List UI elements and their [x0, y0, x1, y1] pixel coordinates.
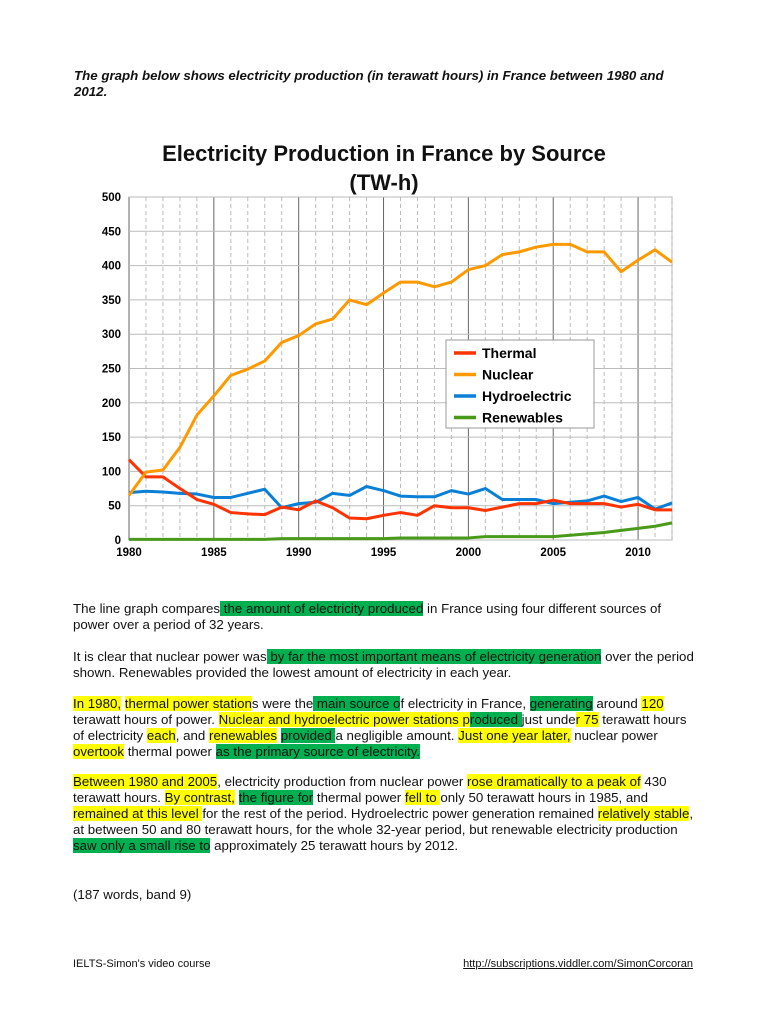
chart-title: Electricity Production in France by Sour… [162, 141, 606, 166]
highlighted-phrase: provided [280, 728, 336, 743]
highlighted-phrase: roduced [469, 712, 522, 727]
highlighted-phrase: Nuclear and hydroelectric power stations… [218, 712, 470, 727]
series-line-renewables [129, 521, 673, 541]
x-tick-label: 1990 [286, 547, 312, 559]
highlighted-phrase: as the primary source of electricity. [215, 744, 421, 759]
y-tick-label: 400 [102, 261, 121, 273]
highlighted-phrase: each [146, 728, 176, 743]
highlighted-phrase: overtook [73, 744, 124, 759]
highlighted-phrase: the amount of electricity produced [220, 601, 424, 616]
text-segment: in France using four different sources o… [73, 601, 662, 632]
highlighted-phrase: In 1980, [73, 696, 122, 711]
highlighted-phrase: remained at this level [73, 806, 203, 821]
legend-label: Hydroelectric [482, 388, 572, 404]
text-segment: terawatt hours of electricity [73, 712, 687, 743]
y-tick-label: 450 [102, 226, 121, 238]
text-segment: 430 terawatt hours. [73, 774, 667, 805]
footer-course: IELTS-Simon's video course [73, 958, 211, 970]
x-tick-label: 1980 [116, 547, 142, 559]
highlighted-phrase: Between 1980 and 2005 [73, 774, 218, 789]
paragraph-details-1: In 1980, thermal power stations were the… [73, 696, 698, 760]
text-segment: terawatt hours of power. [73, 712, 219, 727]
text-segment: around [592, 696, 642, 711]
paragraph-intro: The line graph compares the amount of el… [73, 601, 698, 633]
series-line-thermal [127, 458, 672, 521]
highlighted-phrase: thermal power station [124, 696, 252, 711]
y-tick-label: 300 [102, 329, 121, 341]
x-tick-label: 2000 [456, 547, 482, 559]
text-segment: , electricity production from nuclear po… [217, 774, 467, 789]
legend-label: Renewables [482, 410, 563, 426]
highlighted-phrase: generating [529, 696, 593, 711]
highlighted-phrase: Just one year later, [458, 728, 571, 743]
highlighted-phrase: relatively stable [597, 806, 690, 821]
series-line-nuclear [127, 242, 673, 497]
text-segment: s were the [251, 696, 314, 711]
legend-label: Nuclear [482, 367, 534, 383]
y-tick-label: 500 [102, 192, 121, 204]
task-prompt: The graph below shows electricity produc… [74, 68, 664, 99]
y-tick-label: 250 [102, 364, 121, 376]
text-segment: (187 words, band 9) [73, 887, 192, 902]
y-tick-label: 0 [115, 535, 121, 547]
highlighted-phrase: saw only a small rise to [73, 838, 211, 853]
y-tick-label: 350 [102, 295, 121, 307]
highlighted-phrase: 120 [641, 696, 664, 711]
highlighted-phrase: by far the most important means of elect… [266, 649, 602, 664]
text-segment: It is clear that nuclear power was [73, 649, 267, 664]
line-chart: 0 50 100 150 200 250 300 350 400 450 500 1980 1985 19… [102, 192, 673, 559]
text-segment: , and [175, 728, 210, 743]
x-tick-label: 2010 [625, 547, 651, 559]
word-count-note: (187 words, band 9) [73, 887, 698, 903]
paragraph-details-2: Between 1980 and 2005, electricity produ… [73, 774, 698, 854]
y-tick-label: 100 [102, 466, 121, 478]
text-segment: approximately 25 terawatt hours by 2012. [210, 838, 459, 853]
highlighted-phrase: main source o [313, 696, 401, 711]
y-tick-label: 50 [108, 501, 121, 513]
highlighted-phrase: the figure for [238, 790, 314, 805]
x-tick-label: 1985 [201, 547, 227, 559]
y-tick-label: 150 [102, 432, 121, 444]
text-segment: just unde [521, 712, 576, 727]
y-tick-label: 200 [102, 398, 121, 410]
highlighted-phrase: renewables [209, 728, 278, 743]
highlighted-phrase: r 75 [575, 712, 599, 727]
highlighted-phrase: rose dramatically to a peak of [466, 774, 641, 789]
text-segment: thermal power [313, 790, 405, 805]
footer-link[interactable]: http://subscriptions.viddler.com/SimonCo… [463, 958, 693, 970]
text-segment: thermal power [124, 744, 216, 759]
text-segment: over the period shown. Renewables provid… [73, 649, 694, 680]
text-segment: f electricity in France, [400, 696, 530, 711]
legend-label: Thermal [482, 345, 536, 361]
text-segment: , at between 50 and 80 terawatt hours, f… [73, 806, 694, 837]
text-segment: for the rest of the period. Hydroelectri… [202, 806, 598, 821]
series-line-hydroelectric [128, 484, 673, 511]
text-segment: The line graph compares [73, 601, 221, 616]
x-tick-label: 2005 [540, 547, 566, 559]
paragraph-overview: It is clear that nuclear power was by fa… [73, 649, 698, 681]
highlighted-phrase: By contrast, [164, 790, 235, 805]
text-segment: a negligible amount. [335, 728, 459, 743]
x-tick-label: 1995 [371, 547, 397, 559]
highlighted-phrase: fell to [404, 790, 441, 805]
chart-subtitle: (TW-h) [349, 170, 419, 195]
text-segment: nuclear power [570, 728, 658, 743]
text-segment: only 50 terawatt hours in 1985, and [440, 790, 649, 805]
